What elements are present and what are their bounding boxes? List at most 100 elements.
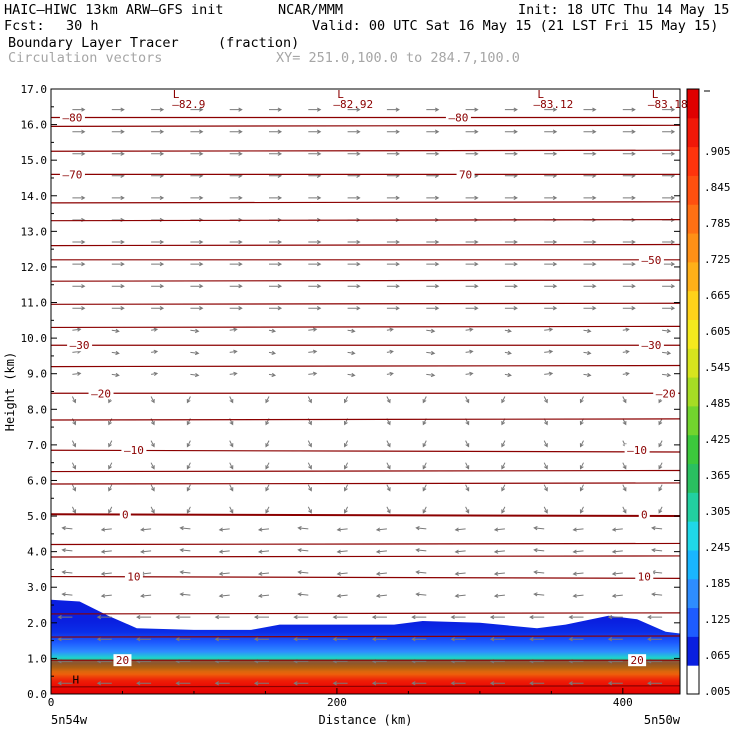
- contour-label: –10: [627, 444, 647, 457]
- vector-arrow: [111, 261, 125, 267]
- vector-arrow: [186, 484, 191, 492]
- vector-arrow: [583, 350, 592, 356]
- vector-arrow: [583, 372, 592, 378]
- low-marker: L: [173, 88, 180, 101]
- vector-arrow: [504, 328, 512, 333]
- isotherm-line: [50, 685, 681, 688]
- vector-arrow: [347, 306, 361, 311]
- contour-label: 20: [630, 654, 643, 667]
- vector-arrow: [269, 195, 283, 201]
- vector-arrow: [71, 462, 77, 470]
- vector-arrow: [72, 261, 86, 267]
- vector-arrow: [100, 593, 112, 598]
- vector-arrow: [71, 440, 77, 448]
- vector-arrow: [190, 350, 200, 356]
- y-tick-label: 13.0: [21, 225, 48, 238]
- model-title: HAIC–HIWC 13km ARW–GFS init: [4, 2, 224, 18]
- vector-arrow: [151, 107, 165, 112]
- high-marker: H: [72, 673, 79, 686]
- vector-arrow: [179, 570, 191, 575]
- colorbar-swatch: [687, 578, 699, 609]
- y-tick-label: 17.0: [21, 83, 48, 96]
- vector-arrow: [111, 151, 125, 156]
- vector-arrow: [651, 526, 663, 531]
- vector-arrow: [111, 129, 125, 134]
- vector-arrow: [426, 151, 440, 156]
- y-tick-label: 10.0: [21, 332, 48, 345]
- vector-arrow: [579, 484, 584, 492]
- vector-arrow: [371, 615, 387, 620]
- contour-label-bg: [624, 444, 650, 457]
- vector-arrow: [371, 681, 387, 686]
- vector-arrow: [415, 592, 427, 597]
- vector-arrow: [347, 261, 361, 267]
- contour-line: [50, 575, 681, 579]
- vector-arrow: [386, 349, 394, 354]
- vector-arrow: [269, 284, 283, 289]
- vector-arrow: [108, 484, 113, 492]
- vector-arrow: [572, 527, 584, 532]
- vector-arrow: [386, 239, 400, 245]
- right-endpoint-label: 5n50w: [644, 713, 681, 727]
- y-tick-label: 0.0: [27, 688, 47, 701]
- contour-label-bg: [121, 444, 147, 457]
- vector-arrow: [111, 239, 125, 245]
- vector-arrow: [151, 327, 159, 332]
- vector-arrow: [568, 637, 584, 642]
- contour-label: –30: [641, 339, 661, 352]
- plot-area: [51, 89, 680, 694]
- isotherm-line: [50, 124, 681, 127]
- vector-arrow: [579, 462, 584, 470]
- vector-arrow: [61, 548, 73, 553]
- contour-label: 10: [127, 571, 140, 584]
- vector-arrow: [501, 462, 506, 470]
- vector-arrow: [454, 549, 466, 554]
- vector-arrow: [72, 306, 86, 311]
- vector-arrow: [308, 284, 322, 289]
- contour-label-bg: [59, 168, 85, 181]
- vector-arrow: [647, 615, 663, 620]
- vector-arrow: [422, 462, 427, 470]
- vector-arrow: [386, 327, 394, 332]
- vector-arrow: [297, 592, 309, 597]
- vector-arrow: [190, 306, 204, 311]
- vector-arrow: [253, 681, 269, 686]
- colorbar-swatch: [687, 348, 699, 378]
- vector-arrow: [218, 571, 230, 576]
- vector-arrow: [533, 548, 545, 553]
- contour-label: –20: [91, 387, 111, 400]
- vector-arrow: [269, 306, 283, 311]
- vector-arrow: [293, 637, 309, 642]
- vector-arrow: [662, 151, 676, 156]
- vector-arrow: [140, 593, 152, 598]
- vector-arrow: [57, 637, 73, 642]
- vector-arrow: [622, 349, 630, 354]
- vector-arrow: [465, 129, 479, 134]
- vector-arrow: [214, 615, 230, 620]
- vector-arrow: [465, 306, 479, 311]
- isotherm-line: [50, 201, 681, 204]
- vector-arrow: [529, 615, 545, 620]
- vector-arrow: [607, 615, 623, 620]
- vector-arrow: [386, 195, 400, 201]
- vector-arrow: [100, 571, 112, 576]
- isotherm-line: [50, 555, 681, 558]
- vector-arrow: [375, 571, 387, 576]
- vector-arrow: [268, 328, 277, 333]
- vector-arrow: [504, 129, 518, 134]
- vector-arrow: [297, 526, 309, 531]
- x-tick-label: 200: [327, 696, 347, 709]
- vector-arrow: [583, 129, 597, 134]
- low-value-label: –83.12: [533, 98, 573, 111]
- colorbar-label: .245: [704, 541, 731, 554]
- vector-arrow: [622, 484, 627, 492]
- colorbar: .005 .065 .125 .185 .245 .305 .365 .425 .485 .545…: [686, 88, 731, 698]
- vector-arrow: [265, 506, 270, 514]
- vector-arrow: [218, 549, 230, 554]
- vector-arrow: [543, 506, 548, 514]
- vector-arrow: [151, 151, 165, 156]
- vector-arrow: [662, 107, 676, 112]
- vector-arrow: [651, 592, 663, 597]
- vector-arrow: [308, 239, 322, 245]
- vector-arrow: [662, 261, 676, 267]
